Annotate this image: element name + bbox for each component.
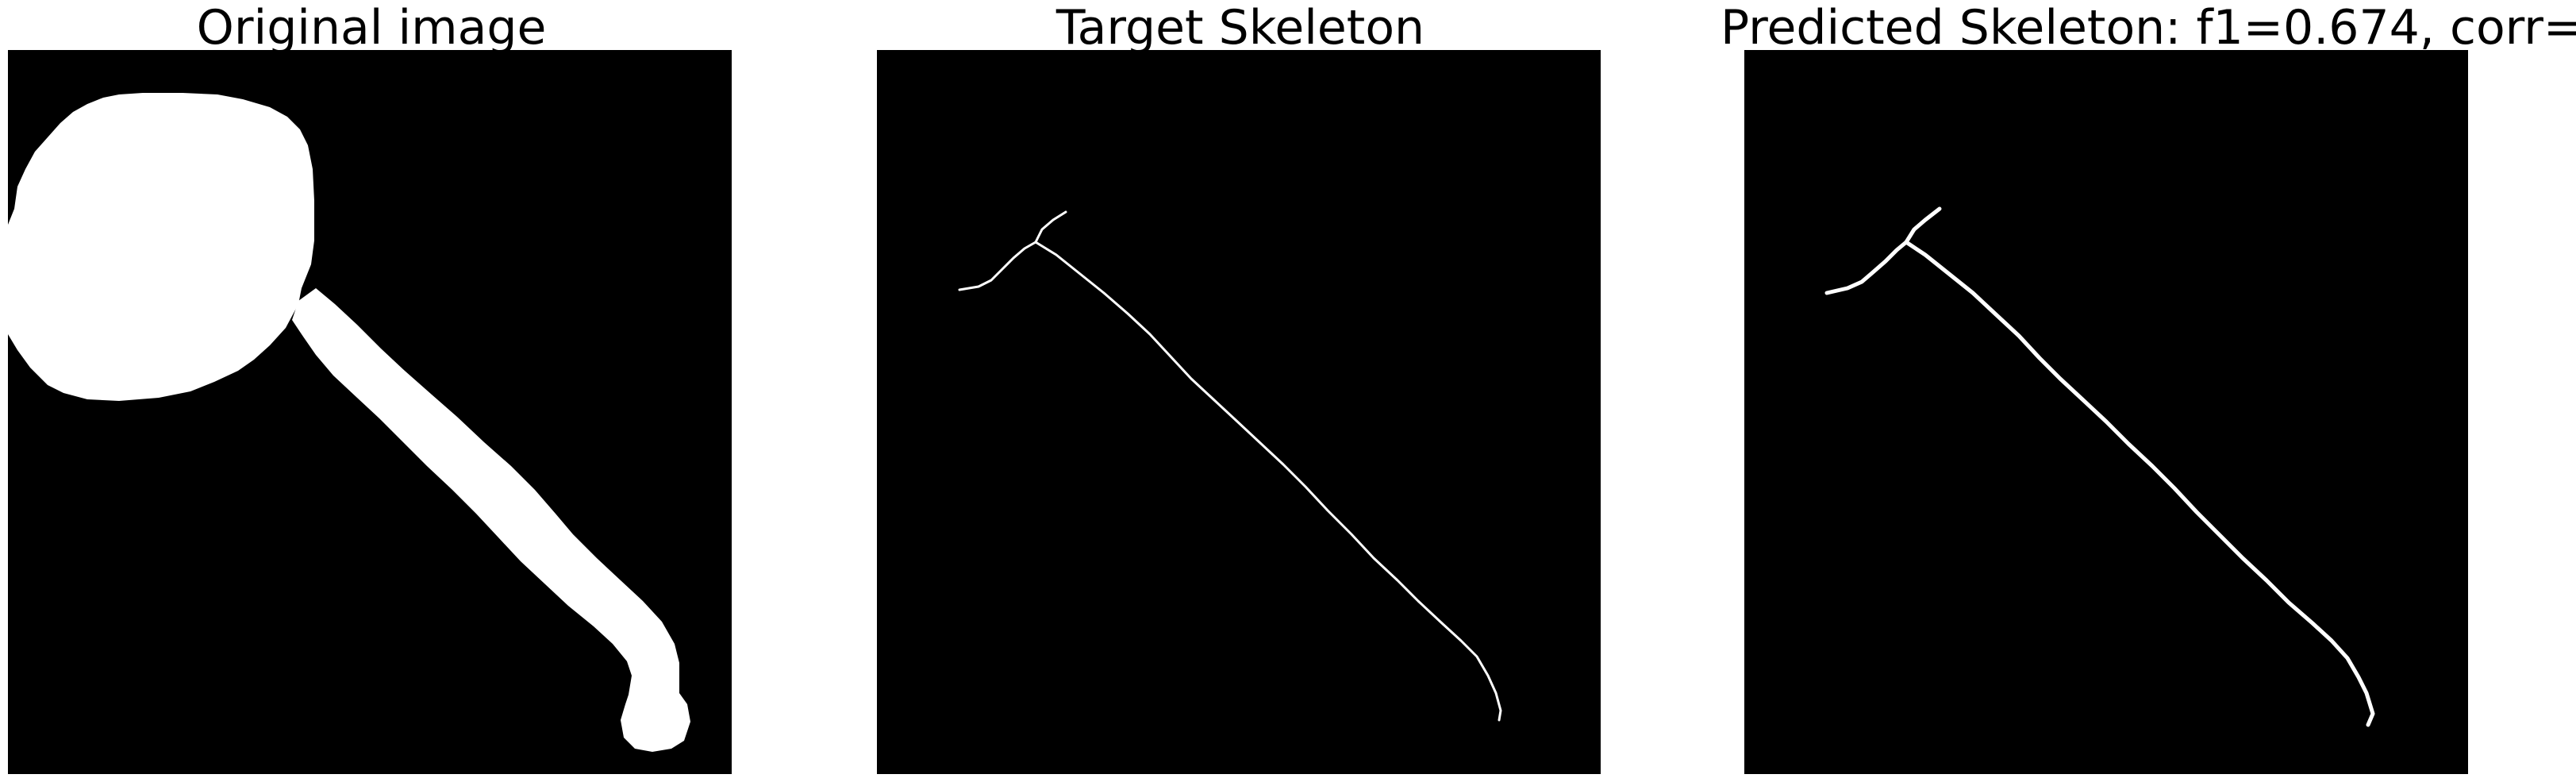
target-skeleton-image: [877, 50, 1601, 774]
panel-predicted: Predicted Skeleton: f1=0.674, corr=0.713: [1721, 0, 2576, 782]
original-image-canvas: [8, 50, 732, 774]
panel-original: Original image: [8, 0, 735, 782]
image-background: [877, 50, 1601, 774]
target-skeleton-branch-left: [958, 241, 1037, 291]
original-image: [8, 50, 732, 774]
predicted-skeleton-canvas: [1744, 50, 2468, 774]
original-blob-handle: [292, 288, 690, 752]
predicted-skeleton-image: [1744, 50, 2468, 774]
predicted-skeleton-branch-left: [1824, 240, 1909, 295]
predicted-skeleton-branch-top: [1904, 206, 1942, 245]
panel-title-original: Original image: [196, 0, 547, 56]
panel-target: Target Skeleton: [877, 0, 1604, 782]
panel-title-predicted: Predicted Skeleton: f1=0.674, corr=0.713: [1721, 0, 2576, 56]
target-skeleton-canvas: [877, 50, 1601, 774]
target-skeleton-branch-top: [1034, 210, 1067, 244]
target-skeleton-main: [1034, 241, 1502, 722]
image-background: [1744, 50, 2468, 774]
original-blob-head: [8, 93, 314, 401]
predicted-skeleton-main: [1904, 240, 2375, 727]
panel-title-target: Target Skeleton: [1055, 0, 1425, 56]
